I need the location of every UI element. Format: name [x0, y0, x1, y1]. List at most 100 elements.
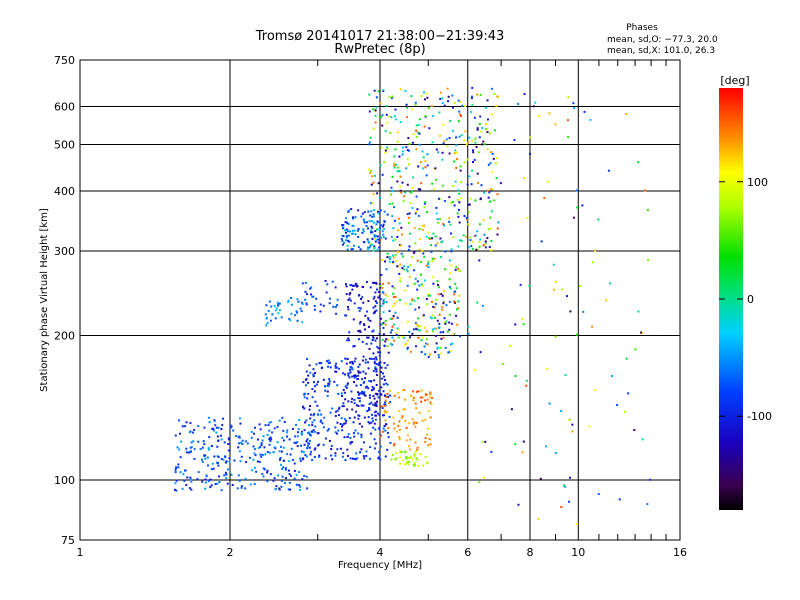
- data-point: [278, 302, 281, 305]
- data-point: [417, 325, 420, 328]
- data-point: [378, 332, 381, 335]
- data-point: [354, 357, 357, 360]
- data-point: [375, 282, 378, 285]
- data-point: [418, 248, 421, 251]
- data-point: [366, 310, 369, 313]
- data-point: [441, 102, 444, 105]
- data-point: [317, 380, 320, 383]
- data-point: [216, 435, 219, 438]
- data-point: [476, 93, 479, 96]
- data-point: [307, 374, 310, 377]
- data-point: [366, 336, 369, 339]
- data-point: [381, 286, 384, 289]
- data-point: [420, 95, 423, 98]
- data-point: [355, 404, 358, 407]
- data-point: [447, 95, 450, 98]
- x-tick-label: 1: [77, 546, 84, 559]
- data-point: [361, 340, 364, 343]
- data-point: [281, 475, 284, 478]
- data-point: [450, 202, 453, 205]
- data-point: [419, 188, 422, 191]
- data-point: [313, 455, 316, 458]
- data-point: [374, 114, 377, 117]
- data-point: [377, 364, 380, 367]
- data-point: [417, 123, 420, 126]
- data-point: [326, 394, 329, 397]
- data-point: [288, 481, 291, 484]
- data-point: [412, 390, 415, 393]
- data-point: [470, 183, 473, 186]
- data-point: [175, 467, 178, 470]
- data-point: [457, 307, 460, 310]
- data-point: [426, 338, 429, 341]
- data-point: [238, 450, 241, 453]
- data-point: [379, 370, 382, 373]
- data-point: [334, 431, 337, 434]
- data-point: [371, 386, 374, 389]
- data-point: [288, 317, 291, 320]
- data-point: [378, 362, 381, 365]
- data-point: [402, 408, 405, 411]
- data-point: [285, 431, 288, 434]
- data-point: [224, 471, 227, 474]
- data-point: [304, 281, 307, 284]
- data-point: [392, 444, 395, 447]
- data-point: [478, 241, 481, 244]
- data-point: [212, 429, 215, 432]
- data-point: [348, 331, 351, 334]
- data-point: [218, 481, 221, 484]
- data-point: [377, 212, 380, 215]
- data-point: [216, 445, 219, 448]
- data-point: [347, 209, 350, 212]
- data-point: [296, 311, 299, 314]
- data-point: [491, 188, 494, 191]
- data-point: [452, 332, 455, 335]
- data-point: [644, 189, 647, 192]
- data-point: [324, 385, 327, 388]
- data-point: [280, 450, 283, 453]
- data-point: [483, 233, 486, 236]
- data-point: [392, 305, 395, 308]
- data-point: [207, 448, 210, 451]
- data-point: [329, 366, 332, 369]
- data-point: [416, 459, 419, 462]
- data-point: [448, 321, 451, 324]
- data-point: [562, 484, 565, 487]
- data-point: [473, 158, 476, 161]
- data-point: [423, 206, 426, 209]
- data-point: [403, 336, 406, 339]
- data-point: [370, 421, 373, 424]
- data-point: [473, 369, 476, 372]
- data-point: [381, 259, 384, 262]
- data-point: [347, 374, 350, 377]
- data-point: [273, 427, 276, 430]
- data-point: [344, 398, 347, 401]
- data-point: [297, 300, 300, 303]
- data-point: [484, 106, 487, 109]
- colorbar-tick-label: 0: [747, 293, 754, 306]
- data-point: [353, 360, 356, 363]
- data-point: [328, 382, 331, 385]
- data-point: [205, 475, 208, 478]
- colorbar-tick-label: -100: [747, 410, 772, 423]
- data-point: [356, 457, 359, 460]
- data-point: [409, 303, 412, 306]
- data-point: [280, 316, 283, 319]
- data-point: [356, 377, 359, 380]
- data-point: [311, 388, 314, 391]
- data-point: [372, 221, 375, 224]
- data-point: [375, 403, 378, 406]
- data-point: [368, 246, 371, 249]
- data-point: [624, 410, 627, 413]
- data-point: [480, 130, 483, 133]
- data-point: [440, 241, 443, 244]
- data-point: [368, 422, 371, 425]
- data-point: [385, 410, 388, 413]
- data-point: [342, 241, 345, 244]
- data-point: [189, 450, 192, 453]
- data-point: [453, 293, 456, 296]
- data-point: [381, 230, 384, 233]
- data-point: [189, 422, 192, 425]
- data-point: [349, 371, 352, 374]
